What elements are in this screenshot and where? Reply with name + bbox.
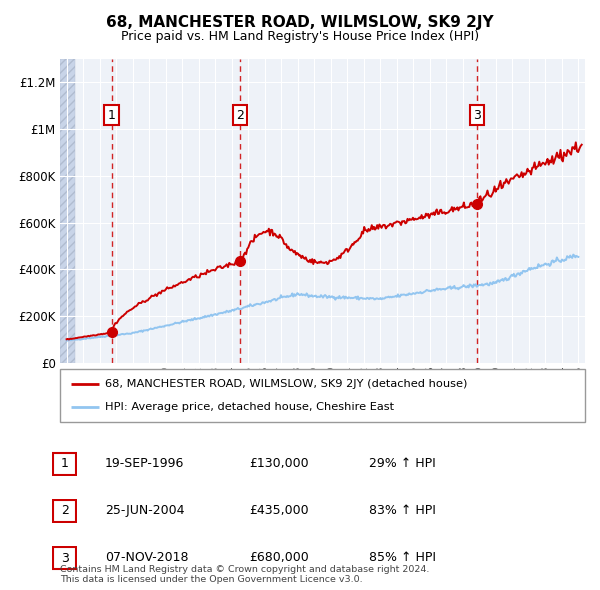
Text: 1: 1 — [61, 457, 69, 470]
Text: 3: 3 — [61, 552, 69, 565]
Text: 07-NOV-2018: 07-NOV-2018 — [105, 551, 188, 564]
Text: 68, MANCHESTER ROAD, WILMSLOW, SK9 2JY (detached house): 68, MANCHESTER ROAD, WILMSLOW, SK9 2JY (… — [104, 379, 467, 389]
Text: 3: 3 — [473, 109, 481, 122]
Text: 68, MANCHESTER ROAD, WILMSLOW, SK9 2JY: 68, MANCHESTER ROAD, WILMSLOW, SK9 2JY — [106, 15, 494, 30]
Text: £435,000: £435,000 — [249, 504, 308, 517]
Text: HPI: Average price, detached house, Cheshire East: HPI: Average price, detached house, Ches… — [104, 402, 394, 412]
FancyBboxPatch shape — [53, 500, 76, 522]
Text: 1: 1 — [107, 109, 115, 122]
Text: Price paid vs. HM Land Registry's House Price Index (HPI): Price paid vs. HM Land Registry's House … — [121, 30, 479, 43]
Text: Contains HM Land Registry data © Crown copyright and database right 2024.
This d: Contains HM Land Registry data © Crown c… — [60, 565, 430, 584]
Bar — [60, 59, 75, 363]
Text: 85% ↑ HPI: 85% ↑ HPI — [369, 551, 436, 564]
Text: 2: 2 — [236, 109, 244, 122]
FancyBboxPatch shape — [53, 453, 76, 475]
Text: 83% ↑ HPI: 83% ↑ HPI — [369, 504, 436, 517]
Text: £680,000: £680,000 — [249, 551, 309, 564]
Text: £130,000: £130,000 — [249, 457, 308, 470]
Text: 29% ↑ HPI: 29% ↑ HPI — [369, 457, 436, 470]
FancyBboxPatch shape — [53, 547, 76, 569]
Text: 2: 2 — [61, 504, 69, 517]
Text: 25-JUN-2004: 25-JUN-2004 — [105, 504, 185, 517]
Text: 19-SEP-1996: 19-SEP-1996 — [105, 457, 184, 470]
FancyBboxPatch shape — [60, 369, 585, 422]
